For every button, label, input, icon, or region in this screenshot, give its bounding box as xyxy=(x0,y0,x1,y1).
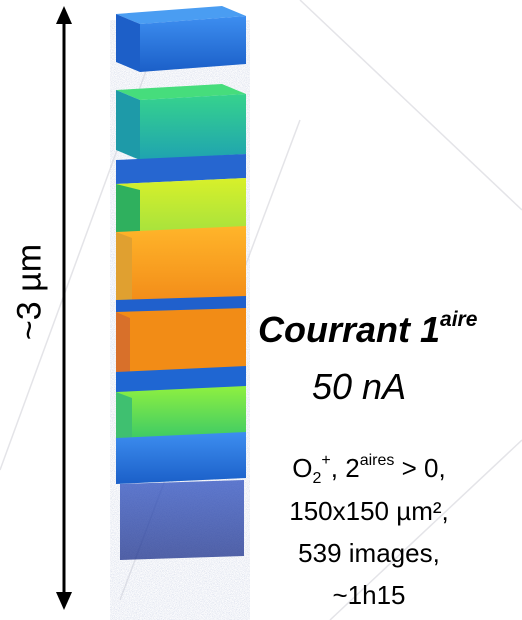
dimension-label: ~3 µm xyxy=(10,243,49,341)
ions-mid: , 2 xyxy=(330,453,360,483)
image-count: 539 images, xyxy=(298,538,440,568)
ions-superscript: aires xyxy=(359,452,395,469)
ion-conditions-line: O2+, 2aires > 0, xyxy=(254,452,484,488)
ion-superscript: + xyxy=(321,452,331,469)
acquisition-duration: ~1h15 xyxy=(332,580,406,610)
title-superscript: aire xyxy=(440,308,478,331)
ions-tail: > 0, xyxy=(394,453,446,483)
ion-base: O xyxy=(292,453,313,483)
primary-current-title: Courrant 1aire xyxy=(258,308,477,351)
current-value: 50 nA xyxy=(312,366,407,407)
layer-stack xyxy=(116,6,246,560)
title-text: Courrant 1 xyxy=(258,309,441,350)
ion-subscript: 2 xyxy=(312,470,322,487)
dimension-arrow xyxy=(56,6,72,610)
scan-area: 150x150 µm², xyxy=(289,496,449,526)
